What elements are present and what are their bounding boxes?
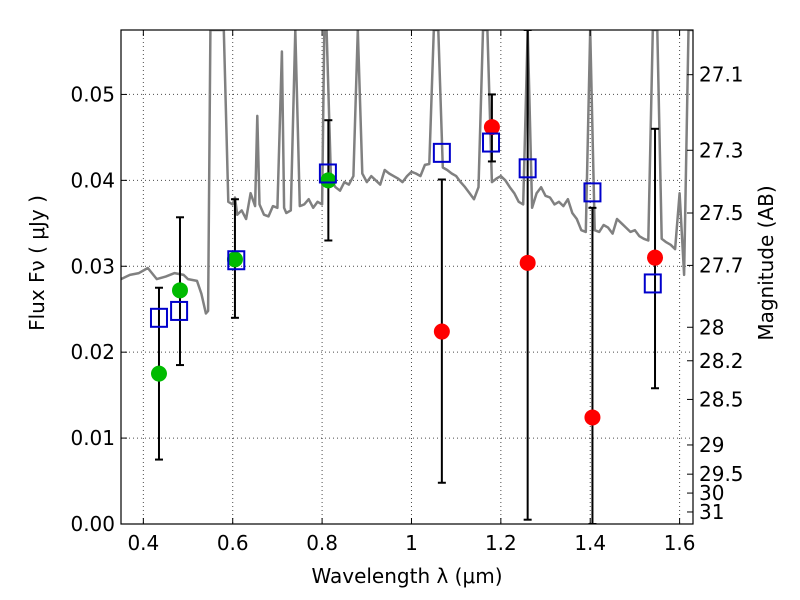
right-tick-label: 28.2 <box>699 349 744 373</box>
plot-area <box>121 30 693 524</box>
observed-point <box>171 282 188 299</box>
model-photometry-point <box>170 300 189 321</box>
model-photometry-point <box>482 132 501 153</box>
observed-point <box>584 409 601 426</box>
right-tick-label: 27.5 <box>699 201 744 225</box>
observed-point <box>519 254 536 271</box>
x-tick-label: 1.2 <box>485 531 517 555</box>
axes: 0.4 0.6 0.8 1 1.2 1.4 1.6 0.00 0.01 0.02 0.03 0.04 0… <box>70 30 744 555</box>
model-photometry-point <box>432 142 451 163</box>
marker-layer <box>149 119 664 426</box>
right-tick-label: 28 <box>699 315 724 339</box>
observed-point <box>320 172 337 189</box>
model-spectrum-line <box>121 30 693 315</box>
y-tick-label: 0.01 <box>70 426 115 450</box>
model-photometry-point <box>518 158 537 179</box>
observed-point <box>433 323 450 340</box>
model-photometry-point <box>227 250 246 271</box>
y-tick-label: 0.00 <box>70 512 115 536</box>
observed-point <box>647 249 664 266</box>
right-tick-label: 28.5 <box>699 387 744 411</box>
observed-point <box>150 365 167 382</box>
y-axis-right-label: Magnitude (AB) <box>754 185 778 340</box>
model-spectrum-layer <box>121 30 693 315</box>
x-tick-label: 0.4 <box>127 531 159 555</box>
right-tick-label: 31 <box>699 500 724 524</box>
x-tick-label: 0.8 <box>306 531 338 555</box>
x-axis-label: Wavelength λ (μm) <box>311 564 502 588</box>
y-tick-label: 0.03 <box>70 254 115 278</box>
y-tick-label: 0.04 <box>70 168 115 192</box>
right-tick-label: 29.5 <box>699 462 744 486</box>
model-photometry-point <box>643 273 662 294</box>
right-tick-label: 30 <box>699 481 724 505</box>
observed-point <box>483 119 500 136</box>
x-tick-label: 1 <box>405 531 418 555</box>
right-tick-label: 27.7 <box>699 253 744 277</box>
x-tick-label: 1.6 <box>664 531 696 555</box>
y-tick-label: 0.02 <box>70 340 115 364</box>
right-tick-label: 27.3 <box>699 138 744 162</box>
right-tick-label: 29 <box>699 433 724 457</box>
x-tick-label: 1.4 <box>574 531 606 555</box>
model-photometry-point <box>318 163 337 184</box>
right-tick-label: 27.1 <box>699 63 744 87</box>
plot-frame <box>120 29 694 525</box>
x-tick-label: 0.6 <box>217 531 249 555</box>
observed-point <box>226 251 243 268</box>
model-photometry-point <box>583 182 602 203</box>
y-tick-label: 0.05 <box>70 82 115 106</box>
model-photometry-point <box>149 307 168 328</box>
y-axis-label: Flux Fν ( μJy ) <box>25 195 49 331</box>
